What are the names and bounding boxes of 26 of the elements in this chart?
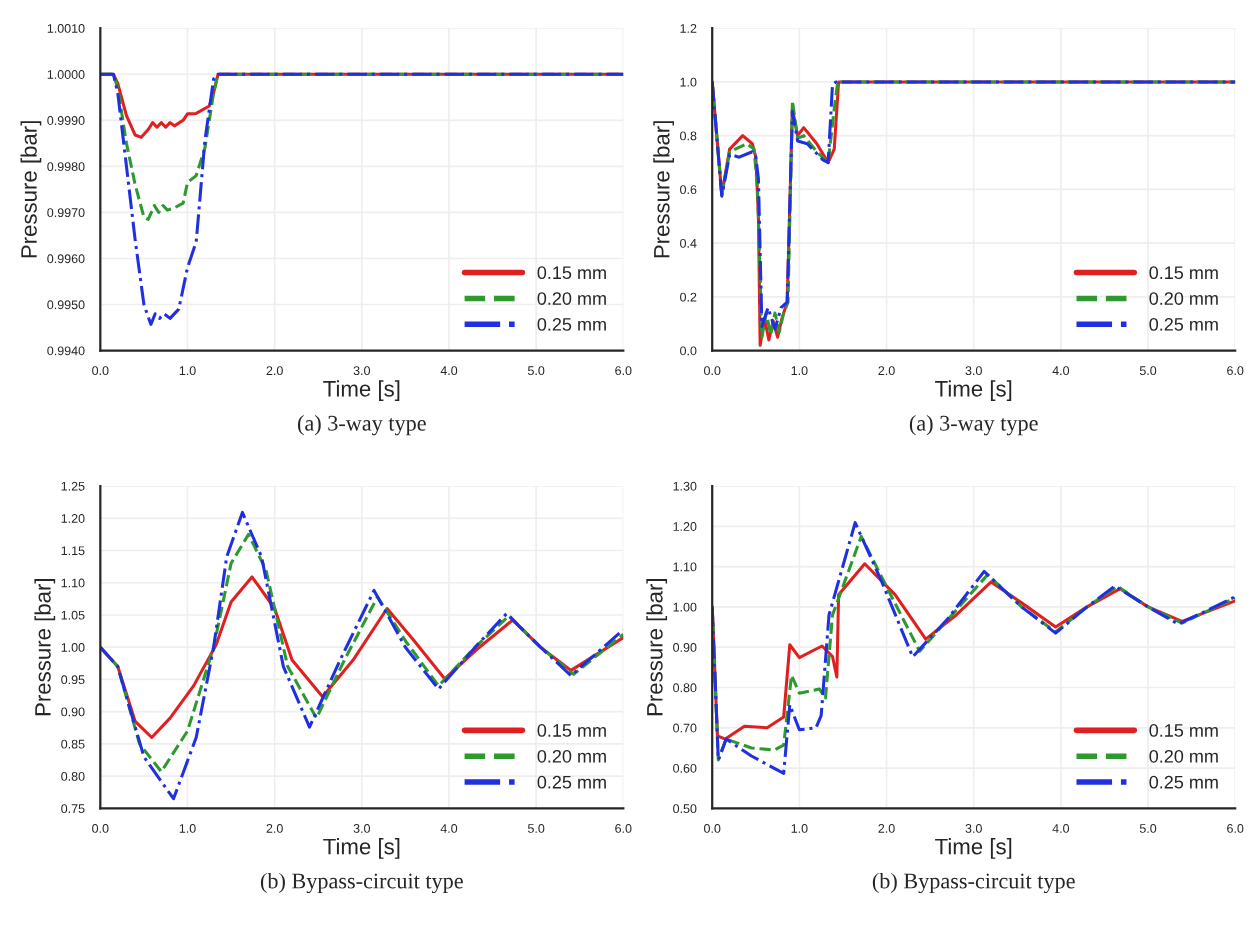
x-axis-title: Time [s] xyxy=(323,838,400,859)
line-series xyxy=(100,510,624,801)
y-axis-title: Pressure [bar] xyxy=(646,579,668,716)
legend-label: 0.20 mm xyxy=(537,292,606,305)
legend-label: 0.15 mm xyxy=(537,724,606,737)
text: (b) Bypass-circuit type xyxy=(872,872,1075,894)
legend-label: 0.15 mm xyxy=(1149,266,1218,280)
y-axis-title: Pressure [bar] xyxy=(653,121,674,258)
y-axis-title: Pressure [bar] xyxy=(20,121,42,258)
legend-label: 0.25 mm xyxy=(1149,775,1218,789)
text: (a) 3-way type xyxy=(298,415,426,436)
x-axis-title: Time [s] xyxy=(935,380,1012,402)
legend-label: 0.15 mm xyxy=(1149,724,1218,737)
x-axis-title: Time [s] xyxy=(323,380,400,402)
text: (b) Bypass-circuit type xyxy=(260,872,463,894)
legend-label: 0.20 mm xyxy=(537,749,606,763)
legend-label: 0.20 mm xyxy=(1149,292,1218,305)
y-axis-title: Pressure [bar] xyxy=(34,579,56,716)
line-series xyxy=(712,562,1236,741)
legend-label: 0.25 mm xyxy=(537,317,606,331)
legend-label: 0.25 mm xyxy=(1149,317,1218,331)
text: (a) 3-way type xyxy=(909,415,1038,436)
legend-label: 0.15 mm xyxy=(537,266,606,280)
legend-label: 0.25 mm xyxy=(537,775,606,789)
legend-label: 0.20 mm xyxy=(1149,749,1218,763)
x-axis-title: Time [s] xyxy=(935,838,1012,859)
